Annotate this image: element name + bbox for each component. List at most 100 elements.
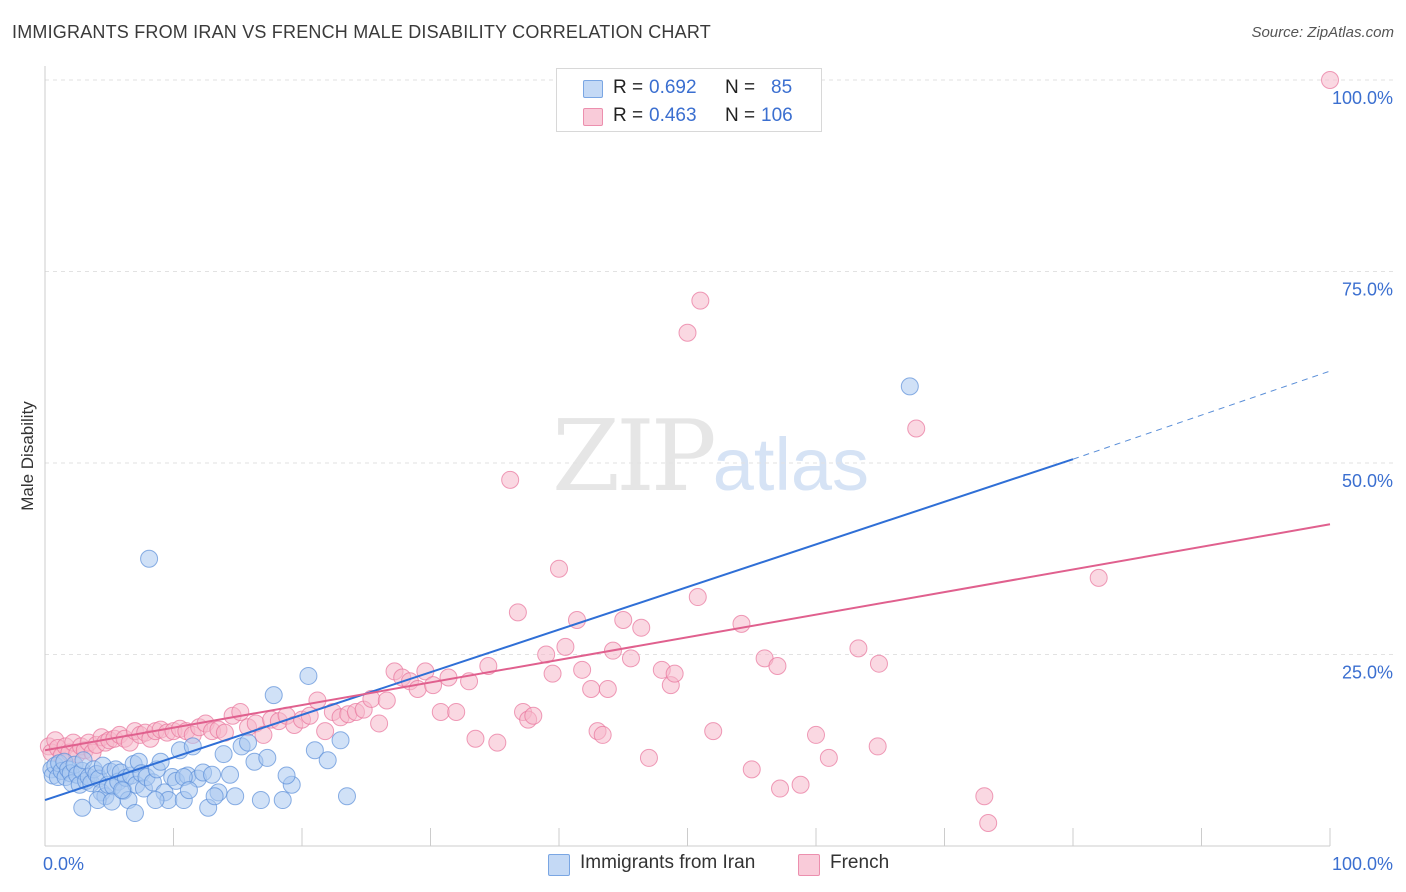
point-french [1321,71,1339,89]
point-french [316,722,335,741]
point-french [849,639,868,658]
point-french [665,664,684,683]
legend-n-label: N = [725,105,756,126]
legend-swatch-french [583,108,603,126]
point-french [593,725,612,744]
point-french [254,725,273,744]
point-french [907,419,926,438]
point-french [975,787,994,806]
point-french [868,737,887,756]
watermark: ZIPatlas [552,400,869,514]
point-iran [337,787,356,806]
point-french [742,760,761,779]
legend-swatch-iran [583,80,603,98]
point-iran [221,765,240,784]
point-iran [125,804,144,823]
point-french [370,714,389,733]
legend-r-value: 0.692 [649,77,697,98]
point-french [979,814,998,833]
point-french [501,470,520,489]
point-iran [251,791,270,810]
x-tick-label: 0.0% [43,854,84,874]
point-french [556,637,575,656]
legend-row-iran: R = 0.692 N = 85 [557,73,821,101]
point-french [447,702,466,721]
point-iran [140,549,159,568]
y-axis-label: Male Disability [18,401,37,511]
point-french [791,775,810,794]
x-tick-label: 100.0% [1332,854,1393,874]
point-iran [900,377,919,396]
point-french [807,725,825,744]
point-iran [102,792,121,811]
point-iran [226,787,245,806]
bottom-legend-label-iran: Immigrants from Iran [580,852,756,873]
watermark-zip: ZIP [552,400,717,514]
y-tick-label: 25.0% [1342,663,1393,683]
point-iran [305,741,324,760]
legend-r-value: 0.463 [649,105,697,126]
point-french [543,664,562,683]
watermark-atlas: atlas [712,423,870,506]
point-french [704,722,723,741]
point-french [614,611,633,630]
point-french [691,291,710,310]
point-french [550,559,568,578]
bottom-legend-swatch-iran [548,854,570,876]
legend-n-value: 106 [761,105,793,126]
trendline-iran-projection [1072,370,1331,460]
source-label: Source: ZipAtlas.com [1251,24,1394,41]
trendline-iran [44,458,1074,801]
legend-r-label: R = [613,77,644,98]
point-french [508,603,527,622]
chart-title: IMMIGRANTS FROM IRAN VS FRENCH MALE DISA… [12,22,711,42]
point-iran [318,751,337,770]
point-french [632,618,651,637]
point-french [768,656,787,675]
stats-legend: R = 0.692 N = 85 R = 0.463 N = 106 [556,68,822,132]
point-french [479,656,498,675]
point-french [869,654,888,673]
point-french [424,676,443,695]
point-iran [258,748,277,767]
point-french [377,691,396,710]
bottom-legend-label-french: French [830,852,890,873]
point-iran [239,733,258,752]
point-french [771,779,790,798]
legend-n-value: 85 [771,77,793,98]
y-tick-label: 75.0% [1342,280,1393,300]
point-french [621,649,640,668]
point-iran [146,791,165,810]
point-iran [214,745,233,764]
point-french [688,588,707,607]
point-french [639,748,658,767]
point-iran [277,766,296,785]
point-french [678,323,697,342]
point-french [598,679,617,698]
point-iran [179,781,198,800]
point-french [573,660,592,679]
point-iran [73,798,92,817]
point-french [819,748,838,767]
y-tick-label: 50.0% [1342,471,1393,491]
point-iran [273,791,292,810]
point-french [582,679,601,698]
point-french [431,702,450,721]
bottom-legend-swatch-french [798,854,820,876]
point-iran [299,666,318,685]
point-iran [205,787,224,806]
legend-row-french: R = 0.463 N = 106 [557,101,821,129]
point-iran [113,781,132,800]
legend-n-label: N = [725,77,756,98]
point-iran [331,731,350,750]
point-french [488,733,507,752]
point-iran [264,686,283,705]
point-iran [203,765,222,784]
y-tick-label: 100.0% [1332,88,1393,108]
legend-r-label: R = [613,105,644,126]
trendline-french [44,523,1331,752]
point-french [524,706,543,725]
point-french [1089,568,1108,587]
point-french [466,729,485,748]
